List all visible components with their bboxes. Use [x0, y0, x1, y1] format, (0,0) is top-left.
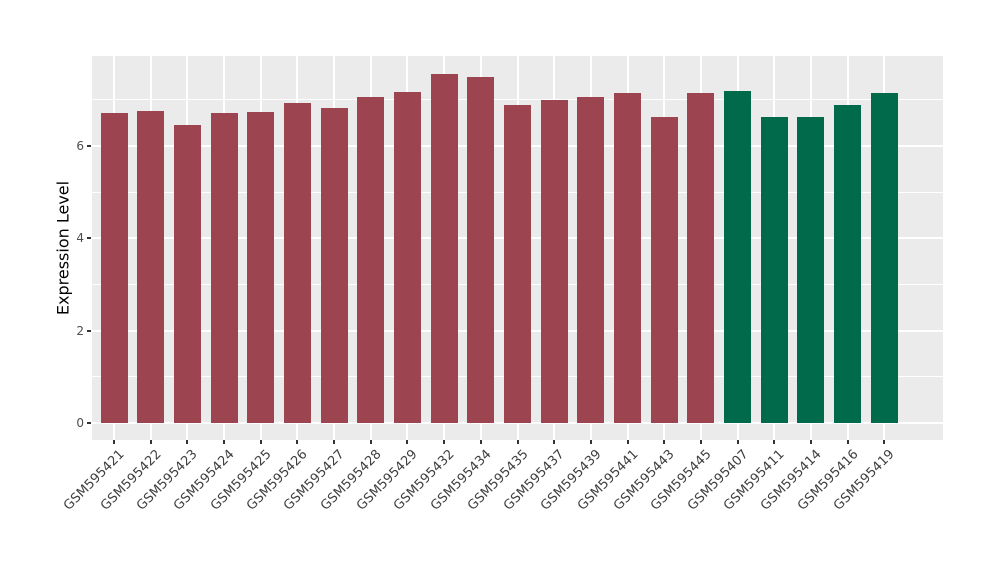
x-tick-mark — [846, 440, 849, 444]
x-tick-mark — [589, 440, 592, 444]
gridline-major — [92, 422, 943, 424]
gridline-minor — [92, 99, 943, 101]
bar-GSM595439 — [577, 97, 605, 423]
x-tick-mark — [223, 440, 226, 444]
bar-GSM595421 — [100, 113, 128, 423]
bar-GSM595423 — [173, 124, 201, 423]
x-tick-mark — [443, 440, 446, 444]
bar-GSM595419 — [870, 93, 898, 423]
y-tick-label: 0 — [76, 416, 84, 430]
y-tick-label: 6 — [76, 138, 84, 153]
x-tick-mark — [809, 440, 812, 444]
y-tick-mark — [87, 329, 91, 332]
x-tick-mark — [736, 440, 739, 444]
bar-GSM595414 — [797, 117, 825, 423]
x-tick-mark — [113, 440, 115, 444]
plot-panel — [92, 56, 943, 440]
y-tick-mark — [87, 237, 91, 240]
x-tick-mark — [626, 440, 629, 444]
bar-GSM595422 — [137, 110, 165, 423]
bar-GSM595432 — [430, 74, 458, 423]
x-tick-mark — [149, 440, 152, 444]
y-tick-mark — [87, 422, 91, 424]
y-axis-title: Expression Level — [53, 180, 73, 316]
bar-GSM595411 — [760, 117, 788, 423]
x-tick-mark — [663, 440, 666, 444]
x-tick-mark — [773, 440, 776, 444]
y-tick-label: 2 — [76, 323, 84, 338]
bar-GSM595425 — [247, 111, 275, 423]
x-tick-mark — [883, 440, 886, 444]
bar-GSM595443 — [650, 116, 678, 423]
x-tick-mark — [516, 440, 519, 444]
x-tick-mark — [369, 440, 372, 444]
bar-GSM595429 — [393, 91, 421, 423]
x-tick-mark — [699, 440, 702, 444]
bar-GSM595416 — [834, 105, 862, 423]
bar-GSM595445 — [687, 93, 715, 423]
x-tick-mark — [333, 440, 336, 444]
bar-GSM595437 — [540, 100, 568, 423]
bar-GSM595426 — [283, 102, 311, 423]
x-tick-mark — [406, 440, 409, 444]
bar-GSM595434 — [467, 77, 495, 423]
x-tick-mark — [479, 440, 482, 444]
x-tick-mark — [259, 440, 262, 444]
bar-GSM595424 — [210, 112, 238, 423]
bar-GSM595407 — [724, 91, 752, 423]
bar-GSM595427 — [320, 107, 348, 423]
x-tick-mark — [186, 440, 189, 444]
x-tick-mark — [296, 440, 299, 444]
x-tick-mark — [553, 440, 556, 444]
y-tick-label: 4 — [76, 231, 84, 246]
y-tick-mark — [87, 144, 91, 147]
bar-GSM595441 — [614, 92, 642, 423]
bar-GSM595428 — [357, 97, 385, 423]
bar-GSM595435 — [504, 105, 531, 423]
